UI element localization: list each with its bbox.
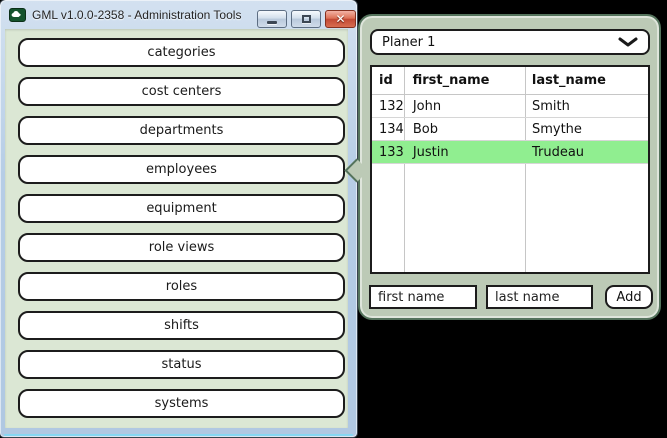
first-name-input[interactable] (369, 285, 477, 309)
table-row-selected[interactable]: 133 Justin Trudeau (372, 141, 648, 164)
window-controls: ✕ (257, 10, 356, 28)
chevron-down-icon (618, 37, 638, 47)
minimize-button[interactable] (257, 10, 287, 28)
titlebar[interactable]: GML v1.0.0-2358 - Administration Tools ✕ (0, 0, 357, 29)
table-header-row: id first_name last_name (372, 67, 648, 95)
admin-nav-list: categories cost centers departments empl… (18, 38, 345, 428)
cell-last-name: Trudeau (531, 144, 585, 160)
nav-button-status[interactable]: status (18, 350, 345, 379)
nav-button-equipment[interactable]: equipment (18, 194, 345, 223)
employees-table[interactable]: id first_name last_name 132 John Smith 1… (370, 65, 650, 274)
nav-button-departments[interactable]: departments (18, 116, 345, 145)
close-button[interactable]: ✕ (325, 10, 356, 28)
cell-id: 134 (379, 121, 404, 137)
column-separator (525, 67, 526, 272)
app-logo-icon (9, 7, 26, 22)
cell-last-name: Smith (531, 98, 570, 114)
planner-select-value: Planer 1 (382, 34, 436, 50)
cell-last-name: Smythe (531, 121, 582, 137)
nav-button-shifts[interactable]: shifts (18, 311, 345, 340)
add-button[interactable]: Add (605, 285, 653, 309)
last-name-input[interactable] (486, 285, 593, 309)
window-client-area: categories cost centers departments empl… (5, 29, 348, 428)
nav-button-roles[interactable]: roles (18, 272, 345, 301)
table-row[interactable]: 134 Bob Smythe (372, 118, 648, 141)
cell-id: 132 (379, 98, 404, 114)
nav-button-categories[interactable]: categories (18, 38, 345, 67)
nav-button-employees[interactable]: employees (18, 155, 345, 184)
minimize-icon (267, 21, 277, 24)
column-header-id: id (379, 73, 393, 88)
column-header-first-name: first_name (412, 73, 490, 88)
cell-first-name: Bob (412, 121, 438, 137)
employees-flyout-panel: Planer 1 id first_name last_name 132 Joh… (344, 14, 661, 320)
column-separator (404, 67, 405, 272)
maximize-button[interactable] (291, 10, 321, 28)
cell-id: 133 (379, 144, 404, 160)
close-icon: ✕ (335, 12, 346, 26)
nav-button-role-views[interactable]: role views (18, 233, 345, 262)
cell-first-name: Justin (412, 144, 449, 160)
nav-button-systems[interactable]: systems (18, 389, 345, 418)
cell-first-name: John (412, 98, 442, 114)
maximize-icon (301, 15, 311, 23)
nav-button-cost-centers[interactable]: cost centers (18, 77, 345, 106)
column-header-last-name: last_name (531, 73, 606, 88)
table-row[interactable]: 132 John Smith (372, 95, 648, 118)
window-title: GML v1.0.0-2358 - Administration Tools (32, 7, 242, 22)
main-window: GML v1.0.0-2358 - Administration Tools ✕… (0, 0, 357, 437)
planner-select[interactable]: Planer 1 (370, 29, 650, 55)
